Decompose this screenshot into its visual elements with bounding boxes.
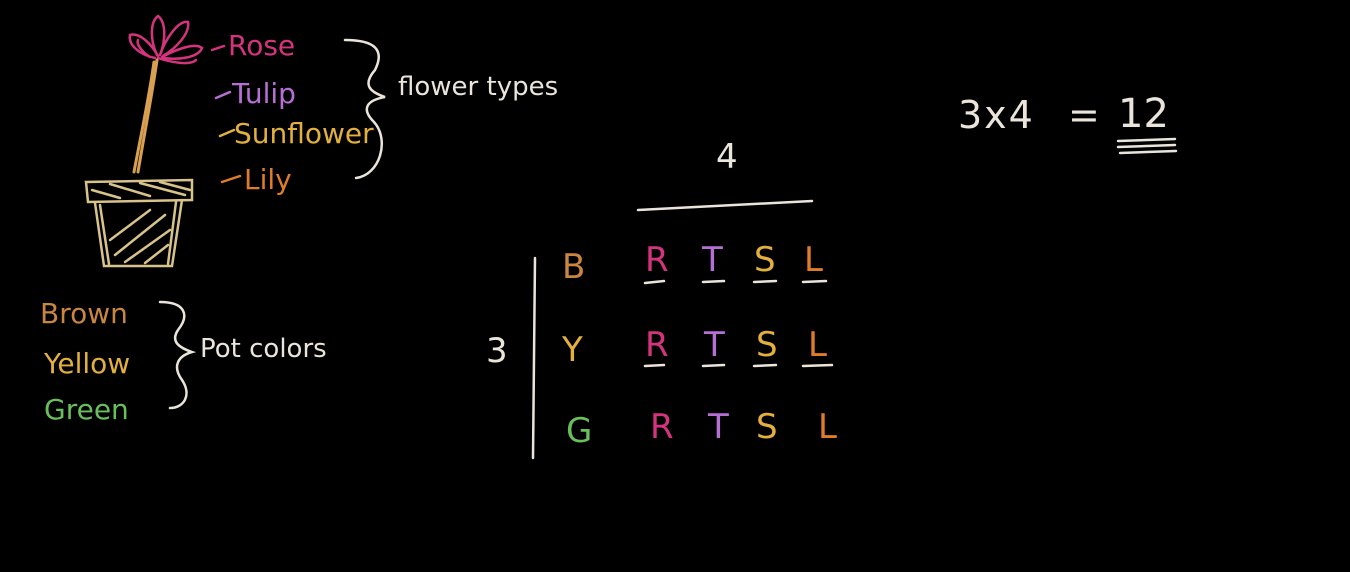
cell-y-t: T [704,325,725,365]
pot-color-brown: Brown [40,297,128,330]
equation-result: 12 [1118,91,1169,137]
cell-b-t: T [702,240,723,280]
pot-color-yellow: Yellow [44,347,131,380]
pot-color-green: Green [44,393,129,426]
flower-type-sunflower: Sunflower [234,117,374,150]
column-count-line [636,199,814,212]
cell-g-r: R [650,407,674,447]
cell-g-t: T [708,407,729,447]
equation-left: 3x4 [958,93,1035,137]
flower-type-rose: Rose [228,29,296,62]
pot-colors-label: Pot colors [200,334,327,364]
cell-b-s: S [754,240,776,280]
flower-types-label: flower types [398,72,559,102]
pot-colors-brace [158,300,197,410]
cell-y-s: S [756,325,778,365]
row-label-g: G [566,411,593,451]
flower-icon [128,14,204,65]
cell-b-r: R [645,240,669,280]
cell-underlines [643,279,834,368]
column-count: 4 [716,137,738,177]
cell-b-l: L [804,240,823,280]
cell-y-r: R [645,325,669,365]
row-label-b: B [562,247,586,287]
flower-type-tulip: Tulip [232,77,296,110]
row-label-y: Y [562,330,583,370]
flower-types-brace [343,38,386,180]
equation-equals: = [1068,93,1100,137]
flower-pot-icon [84,178,194,268]
cell-g-l: L [818,407,837,447]
stem [132,58,159,174]
result-underline [1116,137,1178,155]
flower-type-lily: Lily [244,163,292,196]
cell-g-s: S [756,407,778,447]
flower-checkmarks [210,44,242,184]
cell-y-l: L [808,325,827,365]
row-count: 3 [486,331,508,371]
row-count-line [531,256,537,460]
